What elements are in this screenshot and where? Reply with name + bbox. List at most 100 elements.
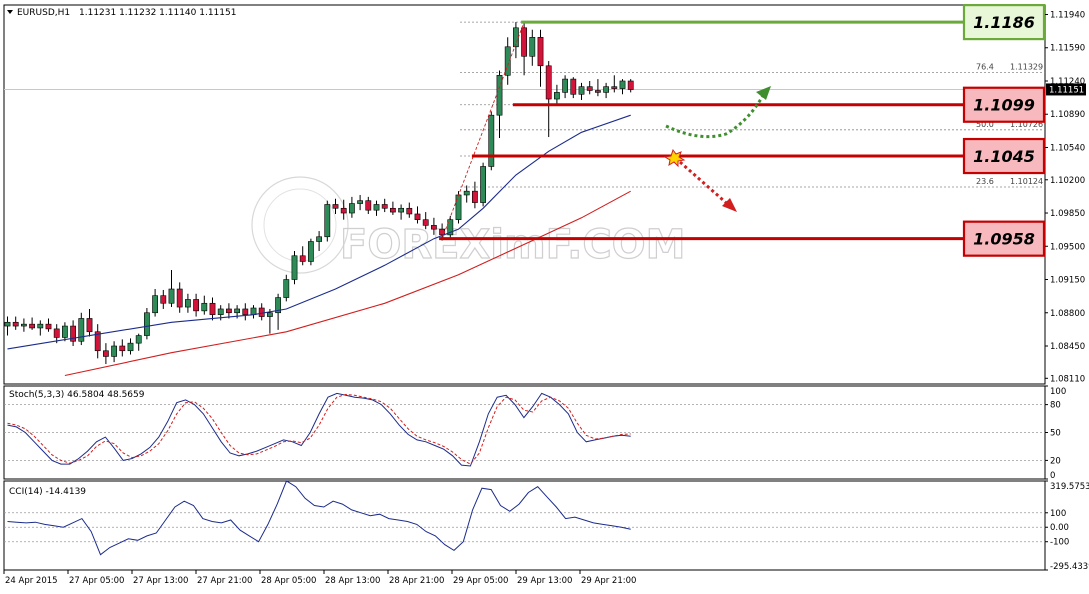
- bull-candle-body: [152, 295, 158, 314]
- bear-candle-body: [12, 321, 19, 327]
- bull-candle-body: [619, 80, 626, 89]
- candle: [340, 199, 347, 220]
- axis-tick-label: -295.4339: [1050, 562, 1089, 572]
- time-tick-label: 27 Apr 13:00: [133, 576, 188, 586]
- price-tick-label: 1.09850: [1050, 209, 1085, 219]
- candle: [45, 318, 52, 332]
- fast-moving-average-line: [7, 114, 631, 350]
- bull-candle-body: [275, 297, 281, 314]
- level-box: [962, 220, 1046, 257]
- candle: [430, 217, 437, 235]
- bear-candle-body: [242, 308, 249, 315]
- candle: [209, 297, 216, 321]
- main-line: [7, 392, 631, 467]
- candle: [553, 84, 560, 106]
- bear-candle-body: [226, 308, 232, 314]
- axis-tick-label: 319.5753: [1050, 482, 1089, 492]
- level-label: 1.1099: [973, 96, 1035, 115]
- candle: [266, 308, 273, 334]
- time-tick-label: 29 Apr 05:00: [453, 576, 508, 586]
- current-price-label: 1.11151: [1049, 85, 1084, 95]
- support-resistance-levels[interactable]: 1.1186 1.1099 1.1045 1.0958: [439, 3, 1046, 257]
- bull-candle-body: [529, 36, 536, 57]
- fib-trend-line: [441, 21, 525, 239]
- time-tick-label: 28 Apr 21:00: [389, 576, 444, 586]
- candle: [365, 196, 372, 214]
- bull-candle-body: [553, 92, 560, 100]
- candle: [20, 318, 27, 332]
- bull-candle-body: [373, 204, 380, 211]
- price-tick-label: 1.08800: [1050, 309, 1085, 319]
- candle: [447, 215, 454, 239]
- slow-moving-average-line: [64, 190, 631, 377]
- candle: [316, 231, 322, 252]
- candle: [414, 206, 421, 224]
- bear-candle-body: [258, 307, 265, 317]
- bull-candle-body: [496, 74, 503, 116]
- level-label: 1.1045: [973, 147, 1035, 166]
- bull-candle-body: [488, 114, 495, 167]
- time-tick-label: 29 Apr 13:00: [517, 576, 572, 586]
- axis-tick-label: 100: [1050, 509, 1066, 519]
- bull-candle-body: [307, 241, 314, 262]
- level-1-1099: 1.1099: [512, 86, 1046, 123]
- candle: [307, 238, 314, 266]
- candle: [562, 75, 568, 99]
- time-tick-label: 29 Apr 21:00: [581, 576, 636, 586]
- candle: [480, 162, 486, 207]
- candle: [78, 312, 85, 346]
- time-axis: 24 Apr 2015 27 Apr 05:00 27 Apr 13:00 27 Ap…: [3, 570, 636, 586]
- bear-candle-body: [86, 318, 93, 333]
- bear-candle-body: [103, 350, 109, 357]
- bearish-arrowhead-icon: [722, 198, 737, 212]
- bull-candle-body: [78, 318, 85, 342]
- bear-candle-body: [422, 219, 429, 226]
- bear-candle-body: [611, 86, 618, 89]
- axis-tick-label: 0.00: [1050, 523, 1069, 533]
- bear-candle-body: [70, 325, 76, 342]
- bear-candle-body: [586, 86, 593, 91]
- level-box: [962, 137, 1046, 175]
- bull-candle-body: [357, 200, 363, 204]
- chart-menu-icon[interactable]: [7, 10, 13, 14]
- candle: [86, 308, 93, 337]
- bear-candle-body: [340, 207, 347, 214]
- candle: [406, 202, 413, 218]
- bear-candle-body: [365, 200, 372, 211]
- bear-candle-body: [299, 255, 306, 262]
- candle: [127, 338, 134, 355]
- bear-candle-body: [471, 190, 478, 203]
- bull-candle-body: [127, 342, 134, 352]
- bear-candle-body: [521, 27, 527, 57]
- candle: [496, 70, 503, 138]
- candle: [103, 343, 109, 365]
- candle: [348, 196, 355, 218]
- candle: [12, 316, 19, 330]
- bullish-projection-arrow: [665, 91, 767, 139]
- bear-candle-body: [627, 80, 634, 90]
- bull-candle-body: [250, 307, 257, 315]
- candle: [529, 29, 536, 66]
- candle: [4, 316, 11, 336]
- bull-candle-body: [135, 335, 142, 344]
- level-box: [962, 86, 1046, 123]
- axis-tick-label: 80: [1050, 401, 1061, 411]
- level-label: 1.1186: [973, 13, 1035, 32]
- bull-candle-body: [324, 204, 331, 238]
- main-header: EURUSD,H1 1.11231 1.11232 1.11140 1.1115…: [7, 8, 236, 18]
- time-tick-label: 27 Apr 05:00: [69, 576, 124, 586]
- candle: [488, 111, 495, 171]
- bull-candle-body: [20, 323, 27, 327]
- candle: [152, 289, 158, 317]
- candle: [545, 61, 552, 138]
- stoch-title: Stoch(5,3,3) 46.5804 48.5659: [9, 390, 145, 400]
- candle: [29, 317, 35, 330]
- candle: [53, 324, 60, 344]
- CCI-line: [7, 480, 631, 556]
- candle: [144, 308, 150, 340]
- candlesticks: [4, 22, 634, 365]
- bear-candle-body: [193, 299, 199, 312]
- moving-averages: [7, 114, 631, 377]
- candle: [611, 75, 618, 93]
